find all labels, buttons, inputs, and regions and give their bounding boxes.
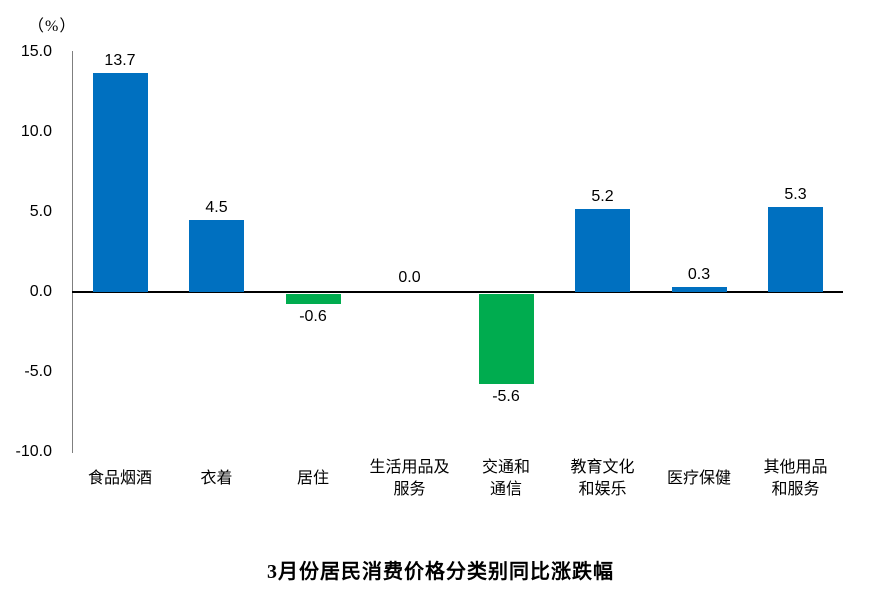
x-axis-category-label: 食品烟酒 bbox=[87, 470, 152, 487]
x-axis-category-label: 医疗保健 bbox=[666, 470, 731, 487]
y-axis-tick-label: -10.0 bbox=[15, 443, 52, 460]
bar-6 bbox=[575, 208, 630, 292]
x-axis-category-label: 居住 bbox=[296, 470, 329, 487]
x-axis-category-label: 衣着 bbox=[200, 470, 233, 487]
x-axis-category-label: 交通和 通信 bbox=[481, 459, 530, 498]
bar-2 bbox=[189, 220, 244, 292]
y-axis-tick-label: 15.0 bbox=[20, 43, 52, 60]
y-axis-tick-label: 0.0 bbox=[29, 283, 52, 300]
x-axis-category-label: 其他用品 和服务 bbox=[763, 459, 828, 498]
x-axis-category-label: 生活用品及 服务 bbox=[369, 459, 450, 498]
bar-5 bbox=[478, 294, 534, 384]
y-axis-line bbox=[72, 51, 73, 453]
bar-1 bbox=[92, 72, 148, 292]
chart-title: 3月份居民消费价格分类别同比涨跌幅 bbox=[267, 561, 614, 583]
y-axis-tick-label: 10.0 bbox=[20, 123, 52, 140]
y-axis-tick-label: -5.0 bbox=[24, 363, 52, 380]
bar-8 bbox=[768, 207, 823, 292]
x-axis-category-label: 教育文化 和娱乐 bbox=[570, 459, 635, 498]
bar-7 bbox=[671, 287, 727, 292]
y-axis-tick-label: 5.0 bbox=[29, 203, 52, 220]
x-axis-line bbox=[72, 291, 843, 293]
bar-value-label: -5.6 bbox=[492, 387, 520, 405]
bar-value-label: 4.5 bbox=[205, 199, 228, 216]
bar-value-label: 5.3 bbox=[784, 186, 807, 204]
bar-value-label: 13.7 bbox=[104, 51, 136, 69]
bar-value-label: 0.3 bbox=[687, 266, 711, 284]
y-axis-unit-label: （%） bbox=[28, 18, 77, 35]
bar-value-label: -0.6 bbox=[299, 307, 327, 325]
bar-value-label: 5.2 bbox=[591, 187, 614, 205]
bar-value-label: 0.0 bbox=[398, 269, 421, 286]
bar-3 bbox=[285, 294, 341, 304]
